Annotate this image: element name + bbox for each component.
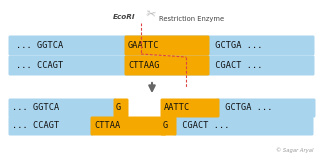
FancyBboxPatch shape bbox=[113, 98, 129, 117]
Text: GAATTC: GAATTC bbox=[128, 41, 160, 50]
Text: ... GGTCA: ... GGTCA bbox=[12, 103, 65, 112]
Text: GCTGA ...: GCTGA ... bbox=[210, 41, 263, 50]
FancyBboxPatch shape bbox=[216, 98, 316, 117]
FancyBboxPatch shape bbox=[8, 56, 315, 76]
Text: EcoRI: EcoRI bbox=[112, 14, 135, 20]
FancyBboxPatch shape bbox=[90, 117, 166, 136]
FancyBboxPatch shape bbox=[161, 98, 220, 117]
Text: ... CCAGT: ... CCAGT bbox=[12, 122, 65, 131]
Text: ... CCAGT: ... CCAGT bbox=[16, 61, 68, 70]
Text: CTTAA: CTTAA bbox=[94, 122, 120, 131]
Text: ... GGTCA: ... GGTCA bbox=[16, 41, 68, 50]
FancyBboxPatch shape bbox=[173, 117, 314, 136]
Text: AATTC: AATTC bbox=[164, 103, 190, 112]
FancyBboxPatch shape bbox=[124, 56, 210, 76]
Text: CGACT ...: CGACT ... bbox=[177, 122, 230, 131]
Text: G: G bbox=[116, 103, 121, 112]
FancyBboxPatch shape bbox=[8, 36, 315, 56]
Text: GCTGA ...: GCTGA ... bbox=[220, 103, 273, 112]
Text: CTTAAG: CTTAAG bbox=[128, 61, 160, 70]
Text: G: G bbox=[163, 122, 168, 131]
FancyBboxPatch shape bbox=[8, 117, 93, 136]
FancyBboxPatch shape bbox=[8, 98, 117, 117]
FancyBboxPatch shape bbox=[161, 117, 176, 136]
Text: © Sagar Aryal: © Sagar Aryal bbox=[276, 147, 313, 153]
Text: Restriction Enzyme: Restriction Enzyme bbox=[159, 16, 224, 22]
Text: CGACT ...: CGACT ... bbox=[210, 61, 263, 70]
FancyBboxPatch shape bbox=[124, 36, 210, 56]
Text: ✂: ✂ bbox=[145, 7, 157, 21]
